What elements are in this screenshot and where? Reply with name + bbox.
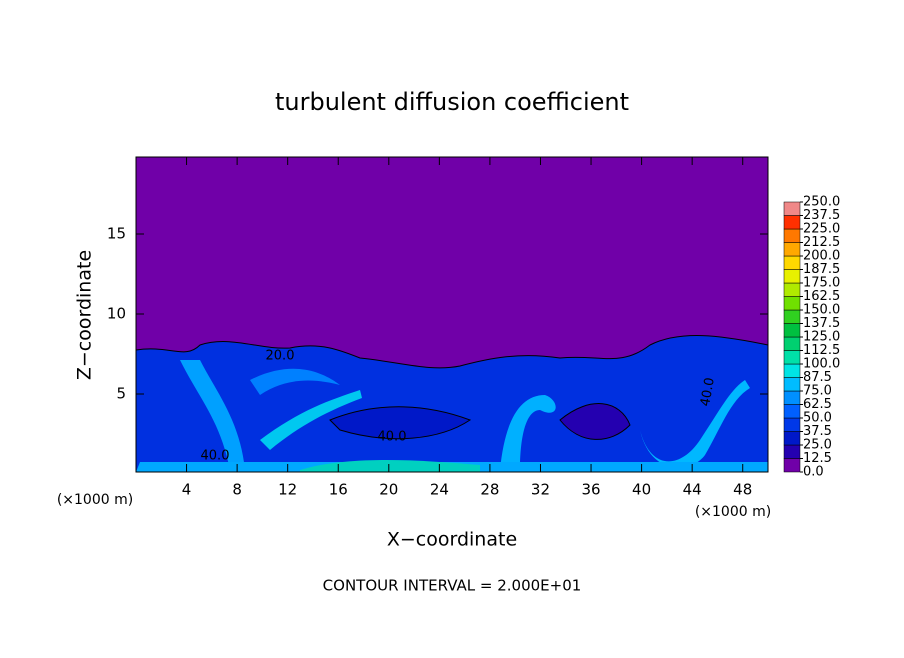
colorbar-label: 212.5 (803, 235, 840, 250)
x-tick-label: 36 (581, 481, 600, 499)
colorbar-label: 125.0 (803, 330, 840, 345)
x-tick-label: 4 (182, 481, 192, 499)
x-tick-label: 8 (232, 481, 242, 499)
colorbar-label: 225.0 (803, 222, 840, 237)
colorbar-box (783, 201, 801, 216)
colorbar-box (783, 363, 801, 378)
x-axis-label: X−coordinate (387, 529, 517, 551)
colorbar-box (783, 444, 801, 459)
y-tick-label: 10 (107, 305, 126, 323)
colorbar-label: 112.5 (803, 343, 840, 358)
colorbar-box (783, 350, 801, 365)
x-tick-label: 12 (278, 481, 297, 499)
x-tick-label: 32 (531, 481, 550, 499)
x-tick-label: 24 (430, 481, 449, 499)
x-tick-label: 20 (379, 481, 398, 499)
contour-label: 40.0 (201, 449, 230, 464)
colorbar-box (783, 282, 801, 297)
streak (640, 380, 750, 468)
x-tick-label: 16 (329, 481, 348, 499)
eddy (329, 406, 472, 440)
x-tick-label: 44 (683, 481, 702, 499)
contour-label: 40.0 (378, 430, 407, 445)
colorbar-label: 25.0 (803, 438, 832, 453)
y-tick-label: 5 (116, 385, 126, 403)
x-unit: (×1000 m) (57, 492, 133, 508)
colorbar-label: 237.5 (803, 208, 840, 223)
colorbar-label: 250.0 (803, 195, 840, 210)
colorbar-box (783, 242, 801, 257)
colorbar-label: 162.5 (803, 289, 840, 304)
streak (500, 395, 556, 470)
x-tick-label: 40 (632, 481, 651, 499)
colorbar-label: 37.5 (803, 424, 832, 439)
contour-label: 20.0 (266, 349, 295, 364)
colorbar-box (783, 255, 801, 270)
colorbar-label: 100.0 (803, 357, 840, 372)
colorbar-label: 75.0 (803, 384, 832, 399)
colorbar-label: 50.0 (803, 411, 832, 426)
colorbar-label: 137.5 (803, 316, 840, 331)
x-tick-label: 28 (480, 481, 499, 499)
chart-title: turbulent diffusion coefficient (275, 88, 629, 116)
colorbar-label: 200.0 (803, 249, 840, 264)
colorbar-box (783, 269, 801, 284)
x-tick-label: 48 (733, 481, 752, 499)
colorbar-box (783, 404, 801, 419)
eddy (559, 403, 631, 440)
colorbar-box (783, 377, 801, 392)
contour-label: 40.0 (698, 376, 718, 407)
colorbar-box (783, 323, 801, 338)
colorbar-label: 12.5 (803, 451, 832, 466)
colorbar-box (783, 431, 801, 446)
y-axis-label: Z−coordinate (74, 250, 96, 380)
colorbar-box (783, 296, 801, 311)
colorbar-label: 0.0 (803, 465, 824, 480)
colorbar-box (783, 215, 801, 230)
colorbar-box (783, 390, 801, 405)
y-tick-label: 15 (107, 225, 126, 243)
colorbar-label: 187.5 (803, 262, 840, 277)
colorbar-label: 150.0 (803, 303, 840, 318)
contour-interval: CONTOUR INTERVAL = 2.000E+01 (323, 577, 582, 595)
colorbar-box (783, 309, 801, 324)
colorbar-label: 175.0 (803, 276, 840, 291)
x-unit: (×1000 m) (695, 504, 771, 520)
streak (300, 460, 480, 472)
colorbar-box (783, 458, 801, 473)
colorbar-box (783, 336, 801, 351)
colorbar-box (783, 228, 801, 243)
streak (260, 390, 362, 450)
field (135, 157, 769, 473)
streak (180, 360, 245, 470)
streak (250, 368, 340, 395)
colorbar-label: 87.5 (803, 370, 832, 385)
colorbar-box (783, 417, 801, 432)
colorbar-label: 62.5 (803, 397, 832, 412)
